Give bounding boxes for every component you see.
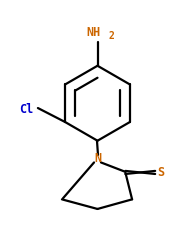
Text: NH: NH <box>87 26 101 39</box>
Text: Cl: Cl <box>19 103 33 115</box>
Text: N: N <box>94 153 101 165</box>
Text: 2: 2 <box>109 31 115 41</box>
Text: S: S <box>157 166 165 179</box>
